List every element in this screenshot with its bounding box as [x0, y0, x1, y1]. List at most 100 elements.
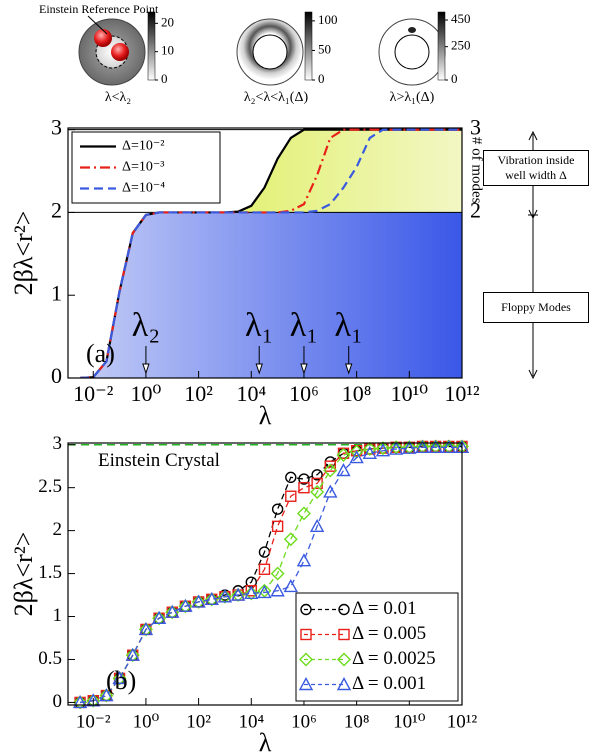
colorbar-tick-label: 450: [451, 11, 471, 26]
data-point: [375, 443, 391, 457]
colorbar-tick-label: 10: [161, 43, 174, 58]
legend-label: Δ = 0.0025: [352, 648, 436, 669]
data-point: [257, 585, 272, 599]
legend-label: Δ=10⁻²: [122, 139, 165, 154]
data-point: [298, 481, 310, 494]
legend-marker: [300, 603, 312, 616]
data-point: [125, 647, 140, 661]
colorbar-tick-label: 250: [451, 38, 471, 53]
annotation-box: Floppy Modes: [483, 292, 589, 323]
data-point: [245, 585, 257, 597]
x-tick-label: 10¹⁰: [391, 381, 429, 406]
data-point: [362, 442, 377, 457]
data-point: [178, 599, 193, 614]
sphere: [94, 29, 112, 47]
data-point: [125, 648, 140, 663]
data-point: [99, 688, 114, 702]
y-tick-label: 2: [51, 197, 62, 222]
colorbar-tick-label: 100: [318, 12, 338, 27]
blob: [408, 27, 416, 33]
data-point: [285, 490, 297, 502]
data-point: [86, 693, 101, 707]
data-point: [217, 589, 233, 603]
x-tick-label: 10⁸: [342, 381, 372, 406]
data-point: [296, 553, 312, 567]
x-tick-label: 10²: [186, 711, 211, 732]
lambda-arrow-head: [345, 363, 353, 375]
data-point: [152, 611, 167, 626]
colorbar-tick-label: 20: [161, 14, 174, 29]
y-tick-label: 0.5: [38, 648, 62, 669]
y-tick-label: 1: [51, 280, 62, 305]
lambda-arrow-head: [142, 363, 150, 375]
data-point: [296, 506, 311, 521]
x-tick-label: 10⁶: [291, 711, 317, 732]
lambda-label: λ₁: [245, 307, 273, 344]
data-point: [336, 463, 351, 477]
colorbar-tick-label: 0: [318, 71, 325, 86]
data-point: [311, 469, 323, 481]
legend-box: [71, 131, 221, 204]
lambda-label: λ₂: [132, 307, 160, 344]
data-point: [112, 671, 127, 686]
arrow-heads: [528, 130, 538, 380]
data-point: [271, 503, 284, 515]
data-point: [388, 441, 404, 455]
data-point: [336, 448, 351, 463]
y2-tick-label: 3: [470, 115, 481, 140]
inset-caption: λ>λ₁(Δ): [390, 90, 435, 105]
data-point: [323, 484, 338, 498]
data-point: [389, 440, 404, 455]
area-fill: [224, 129, 462, 213]
y2-tick-label: 2: [470, 197, 481, 222]
data-point: [402, 440, 417, 454]
data-point: [73, 695, 88, 710]
y-axis-label: 2βλ<r²>: [9, 211, 38, 296]
sphere: [111, 43, 129, 61]
legend-marker: [338, 628, 350, 641]
annotation-box: Vibration inside well width Δ: [483, 150, 589, 186]
colorbar: [147, 11, 156, 81]
data-point: [375, 441, 390, 456]
colorbar: [304, 11, 313, 81]
data-point: [204, 591, 219, 606]
data-point: [165, 605, 180, 620]
data-point: [271, 520, 284, 533]
y-tick-label: 2: [53, 519, 63, 540]
lambda-arrow-head: [255, 363, 263, 375]
x-tick-label: 10¹²: [444, 381, 480, 406]
lambda-label: λ₁: [335, 307, 363, 344]
data-point: [231, 588, 246, 603]
colorbar: [437, 11, 446, 81]
data-point: [349, 450, 364, 464]
data-point: [415, 439, 430, 453]
data-point: [244, 586, 259, 601]
legend-label: Δ=10⁻³: [122, 160, 165, 175]
data-point: [283, 532, 298, 547]
legend-marker: [337, 652, 351, 667]
data-point: [204, 592, 219, 607]
y-axis-label: 2βλ<r²>: [9, 532, 38, 617]
data-point: [191, 594, 206, 609]
legend-marker: [336, 677, 352, 691]
data-point: [244, 585, 259, 600]
data-point: [283, 578, 298, 593]
x-axis-label: λ: [259, 728, 272, 754]
x-tick-label: 10²: [184, 381, 213, 406]
data-point: [191, 594, 206, 608]
legend-label: Δ = 0.01: [352, 598, 417, 619]
series-line: [80, 128, 462, 378]
lambda-arrow-head: [300, 363, 308, 375]
data-point: [138, 621, 154, 636]
data-point: [112, 670, 127, 685]
data-point: [217, 589, 232, 604]
data-point: [165, 604, 180, 618]
y-tick-label: 2.5: [38, 476, 62, 497]
colorbar-tick-label: 0: [451, 71, 458, 86]
legend-marker: [298, 677, 314, 691]
x-tick-label: 10¹²: [447, 711, 478, 732]
x-tick-label: 10⁰: [131, 381, 162, 406]
x-tick-label: 10⁴: [236, 381, 266, 406]
inset-annotation: Einstein Reference Point: [39, 2, 159, 16]
